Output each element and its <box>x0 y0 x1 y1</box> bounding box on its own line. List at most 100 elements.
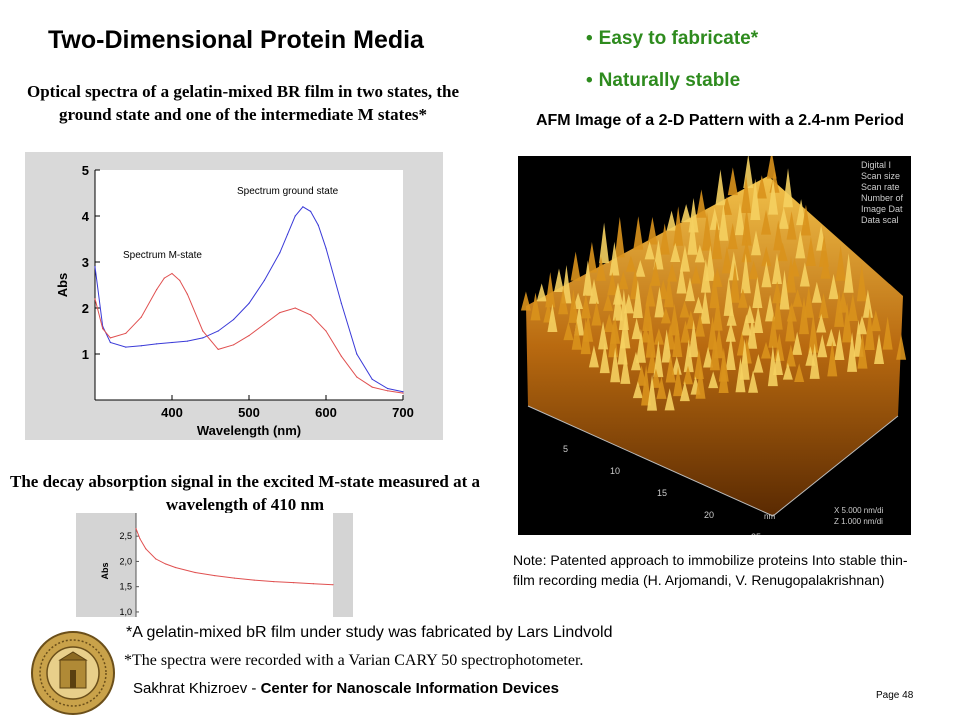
afm-peak <box>800 204 811 236</box>
series-point <box>139 538 141 540</box>
afm-peak <box>647 350 658 374</box>
afm-base-edge <box>527 405 899 517</box>
afm-peak <box>718 359 729 394</box>
afm-axis-tick: 15 <box>657 488 667 498</box>
afm-peak <box>761 246 772 267</box>
afm-peak <box>586 242 597 273</box>
afm-peak <box>809 343 820 379</box>
series-point <box>217 330 219 332</box>
afm-peak <box>609 241 620 276</box>
afm-peak <box>536 283 547 302</box>
afm-peak <box>765 294 776 322</box>
afm-peak <box>792 331 803 355</box>
series-point <box>217 348 219 350</box>
afm-peak <box>591 301 602 326</box>
afm-peak <box>667 263 678 282</box>
bullet-text: Easy to fabricate* <box>598 28 759 49</box>
afm-peak <box>741 207 752 246</box>
afm-peak <box>700 289 711 324</box>
afm-peak <box>695 364 706 399</box>
afm-peak <box>834 289 845 327</box>
series-point <box>186 293 188 295</box>
series-point <box>233 318 235 321</box>
afm-peak <box>729 262 740 303</box>
series-point <box>233 344 235 346</box>
afm-peak <box>670 242 681 262</box>
afm-peak <box>599 342 610 374</box>
afm-peak <box>623 293 634 314</box>
x-axis-label: Wavelength (nm) <box>197 423 301 438</box>
series-point <box>233 577 236 579</box>
afm-peak <box>777 242 788 262</box>
afm-peak <box>612 284 623 321</box>
afm-peak <box>700 258 711 293</box>
series-point <box>325 247 327 249</box>
afm-axis-unit: nm <box>764 512 775 521</box>
afm-peak <box>835 245 846 281</box>
afm-peak <box>580 294 591 319</box>
afm-peak <box>847 293 858 322</box>
afm-peak <box>620 352 631 384</box>
afm-peak <box>725 322 736 342</box>
afm-peak <box>630 351 641 371</box>
plot-area <box>136 513 333 617</box>
y-tick-label: 1,5 <box>119 582 132 592</box>
series-point <box>312 583 314 585</box>
afm-peak <box>673 366 684 397</box>
afm-peak <box>870 310 881 332</box>
series-point <box>248 335 250 337</box>
afm-peak <box>734 202 745 236</box>
afm-axis-tick: 25 <box>751 532 761 535</box>
afm-peak <box>671 356 682 375</box>
series-point <box>332 584 334 586</box>
afm-peak <box>792 289 803 307</box>
afm-peak <box>768 179 779 215</box>
annotation-m-state: Spectrum M-state <box>123 250 202 261</box>
series-point <box>109 337 111 339</box>
afm-peak <box>826 328 837 347</box>
afm-peak <box>752 276 763 308</box>
afm-peak <box>816 313 827 333</box>
series-point <box>340 355 342 357</box>
afm-info-line: Data scal <box>861 215 899 225</box>
afm-peak <box>645 315 656 358</box>
afm-peak <box>785 344 796 367</box>
afm-peak <box>756 175 767 199</box>
afm-peak <box>761 209 772 235</box>
afm-peak <box>650 260 661 286</box>
afm-peak <box>799 262 810 287</box>
afm-peak <box>688 320 699 358</box>
x-tick-label: 400 <box>161 405 183 420</box>
bullet-item: • Naturally stable <box>586 70 741 91</box>
afm-scale-line: X 5.000 nm/di <box>834 506 884 515</box>
series-point <box>171 341 173 344</box>
series-point <box>125 332 127 334</box>
y-tick-label: 5 <box>82 163 89 178</box>
decay-chart: 1,0 1,5 2,0 2,5 Abs <box>76 513 353 617</box>
afm-peak <box>828 273 839 300</box>
afm-info-line: Image Dat <box>861 204 903 214</box>
afm-peak <box>595 256 606 281</box>
afm-peak <box>680 320 691 343</box>
afm-peak <box>785 304 796 342</box>
afm-peak <box>827 340 838 377</box>
series-point <box>263 279 265 281</box>
series-point <box>253 579 255 581</box>
afm-peak <box>768 313 779 348</box>
afm-peak <box>727 222 738 250</box>
plot-area <box>95 170 403 400</box>
afm-peak <box>785 255 796 293</box>
series-point <box>356 353 358 355</box>
afm-peak <box>874 334 885 364</box>
afm-peak <box>654 286 665 318</box>
series-point <box>214 574 216 577</box>
series-point <box>163 277 165 279</box>
afm-peak <box>737 288 748 308</box>
afm-peak <box>783 168 794 208</box>
series-point <box>371 386 373 388</box>
afm-peak <box>681 204 692 223</box>
afm-peak <box>618 288 629 330</box>
afm-axis-tick: 20 <box>704 510 714 520</box>
series-point <box>102 328 104 330</box>
afm-peak <box>547 303 558 333</box>
